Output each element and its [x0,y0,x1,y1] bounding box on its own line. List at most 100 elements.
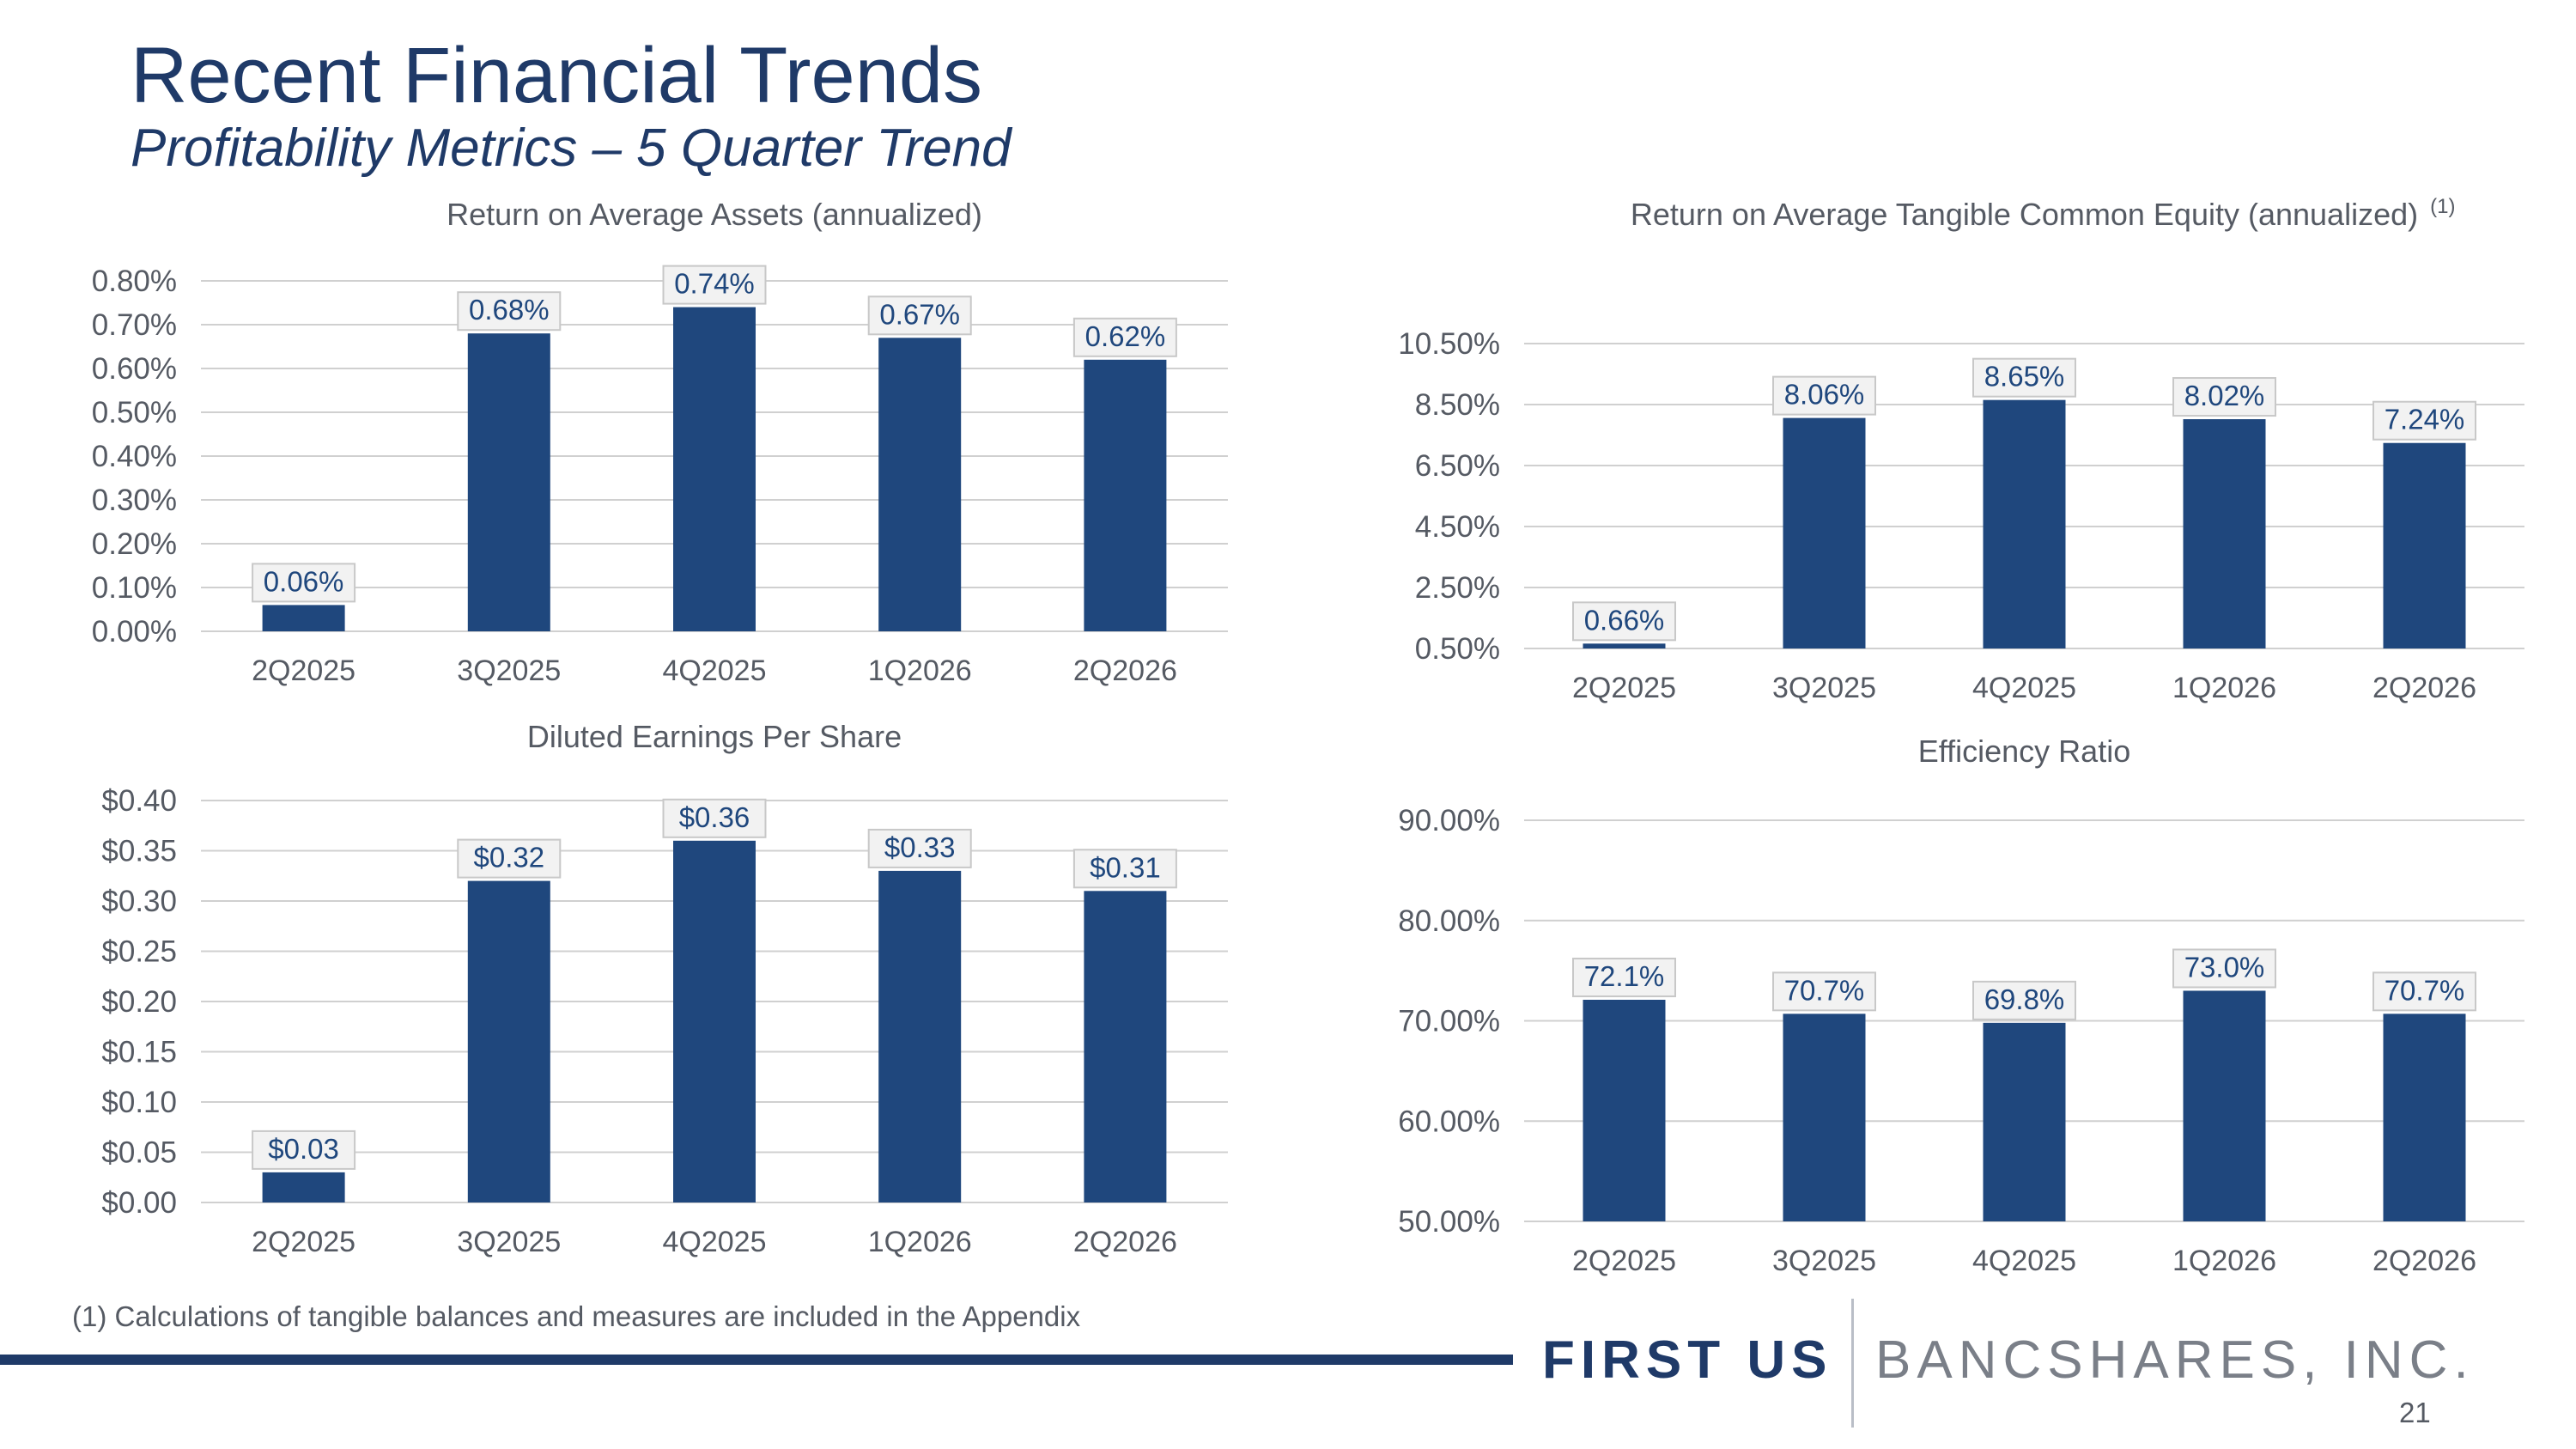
footnote: (1) Calculations of tangible balances an… [72,1300,1081,1332]
data-label-box [1072,849,1177,889]
x-tick-label: 4Q2025 [663,1226,767,1258]
y-tick-label: 0.00% [92,615,177,648]
data-label: $0.31 [1090,851,1161,883]
chart-title: Return on Average Assets (annualized) [447,197,982,232]
bar [1583,643,1666,648]
y-tick-label: 4.50% [1415,510,1500,544]
x-tick-label: 3Q2025 [457,654,561,687]
data-label: 73.0% [2184,951,2265,983]
chart-title: Return on Average Tangible Common Equity… [1631,197,2418,232]
data-label-box [1772,375,1876,416]
bar [262,605,345,631]
x-tick-label: 2Q2025 [252,1226,355,1258]
logo-text-bancshares: BANCSHARES, INC. [1875,1330,2475,1390]
x-tick-label: 2Q2025 [252,654,355,687]
y-tick-label: 0.50% [92,396,177,429]
data-label: $0.36 [679,801,750,833]
y-tick-label: 0.30% [92,484,177,517]
data-label: 0.66% [1584,604,1665,636]
y-tick-label: $0.10 [101,1086,177,1119]
data-label-box [1972,980,2076,1020]
slide-title: Recent Financial Trends [131,32,983,119]
data-label: 69.8% [1984,983,2065,1015]
logo-divider [1851,1299,1854,1428]
bar [2183,990,2266,1221]
bar [1783,1014,1866,1221]
data-label: 8.65% [1984,361,2065,393]
data-label: 0.68% [469,294,550,326]
y-tick-label: $0.05 [101,1136,177,1170]
y-tick-label: 60.00% [1398,1105,1500,1138]
y-tick-label: 0.40% [92,440,177,473]
data-label: 72.1% [1584,960,1665,992]
x-tick-label: 2Q2025 [1572,1245,1676,1277]
x-tick-label: 1Q2026 [2172,1245,2276,1277]
data-label-box [1572,601,1676,642]
bar [1583,999,1666,1221]
data-label: 0.67% [879,298,960,330]
bar [1783,417,1866,648]
x-tick-label: 2Q2026 [1073,654,1177,687]
x-tick-label: 2Q2026 [2372,1245,2476,1277]
chart-return-on-tangible-common-equity: Return on Average Tangible Common Equity… [1398,195,2524,704]
y-tick-label: 0.50% [1415,632,1500,666]
bar [2183,419,2266,648]
x-tick-label: 2Q2025 [1572,672,1676,704]
data-label-box [252,563,356,603]
chart-efficiency-ratio: Efficiency Ratio 50.00% 60.00% 70.00% 80.00%… [1398,734,2524,1277]
data-label-box [1772,971,1876,1012]
bar [2383,1014,2466,1221]
y-tick-label: 0.60% [92,352,177,386]
y-tick-label: 8.50% [1415,388,1500,422]
bar [1084,891,1167,1202]
data-label-box [2372,400,2476,441]
data-label-box [867,828,972,868]
data-label: 7.24% [2385,404,2465,435]
company-logo: FIRST US BANCSHARES, INC. [1542,1299,2495,1428]
x-tick-label: 2Q2026 [2372,672,2476,704]
data-label: 8.02% [2184,380,2265,411]
x-tick-label: 4Q2025 [1972,672,2076,704]
data-label-box [1972,357,2076,398]
y-tick-label: 70.00% [1398,1005,1500,1038]
y-tick-label: 2.50% [1415,571,1500,605]
y-tick-label: 90.00% [1398,804,1500,837]
y-tick-label: $0.25 [101,935,177,969]
chart-title: Efficiency Ratio [1918,734,2130,769]
bar [2383,442,2466,648]
x-tick-label: 1Q2026 [868,654,972,687]
logo-text-first-us: FIRST US [1542,1330,1833,1390]
page-number: 21 [2399,1397,2431,1428]
y-tick-label: 0.10% [92,571,177,605]
data-label-box [457,838,562,879]
x-tick-label: 2Q2026 [1073,1226,1177,1258]
chart-return-on-average-assets: Return on Average Assets (annualized) 0.0… [92,197,1228,687]
data-label: 8.06% [1784,379,1865,411]
bar [467,333,550,631]
data-label-box [1072,317,1177,357]
y-tick-label: 0.80% [92,265,177,298]
data-label-box [457,291,562,332]
bar [1983,1022,2066,1221]
data-label: 0.06% [264,565,344,597]
bar [467,880,550,1202]
y-tick-label: $0.20 [101,985,177,1019]
data-label: 0.74% [674,268,755,300]
x-tick-label: 4Q2025 [1972,1245,2076,1277]
x-tick-label: 3Q2025 [1772,672,1876,704]
chart-title: Diluted Earnings Per Share [527,719,902,754]
data-label: 70.7% [2385,974,2465,1006]
data-label-box [2172,377,2276,417]
data-label-box [662,265,767,305]
y-tick-label: 50.00% [1398,1205,1500,1239]
data-label-box [252,1129,356,1170]
x-tick-label: 3Q2025 [1772,1245,1876,1277]
y-tick-label: 6.50% [1415,449,1500,483]
bar [673,840,756,1202]
data-label: 70.7% [1784,974,1865,1006]
y-tick-label: $0.15 [101,1036,177,1069]
y-tick-label: $0.40 [101,784,177,818]
chart-title-superscript: (1) [2430,195,2455,218]
y-tick-label: 10.50% [1398,327,1500,361]
y-tick-label: 80.00% [1398,904,1500,938]
